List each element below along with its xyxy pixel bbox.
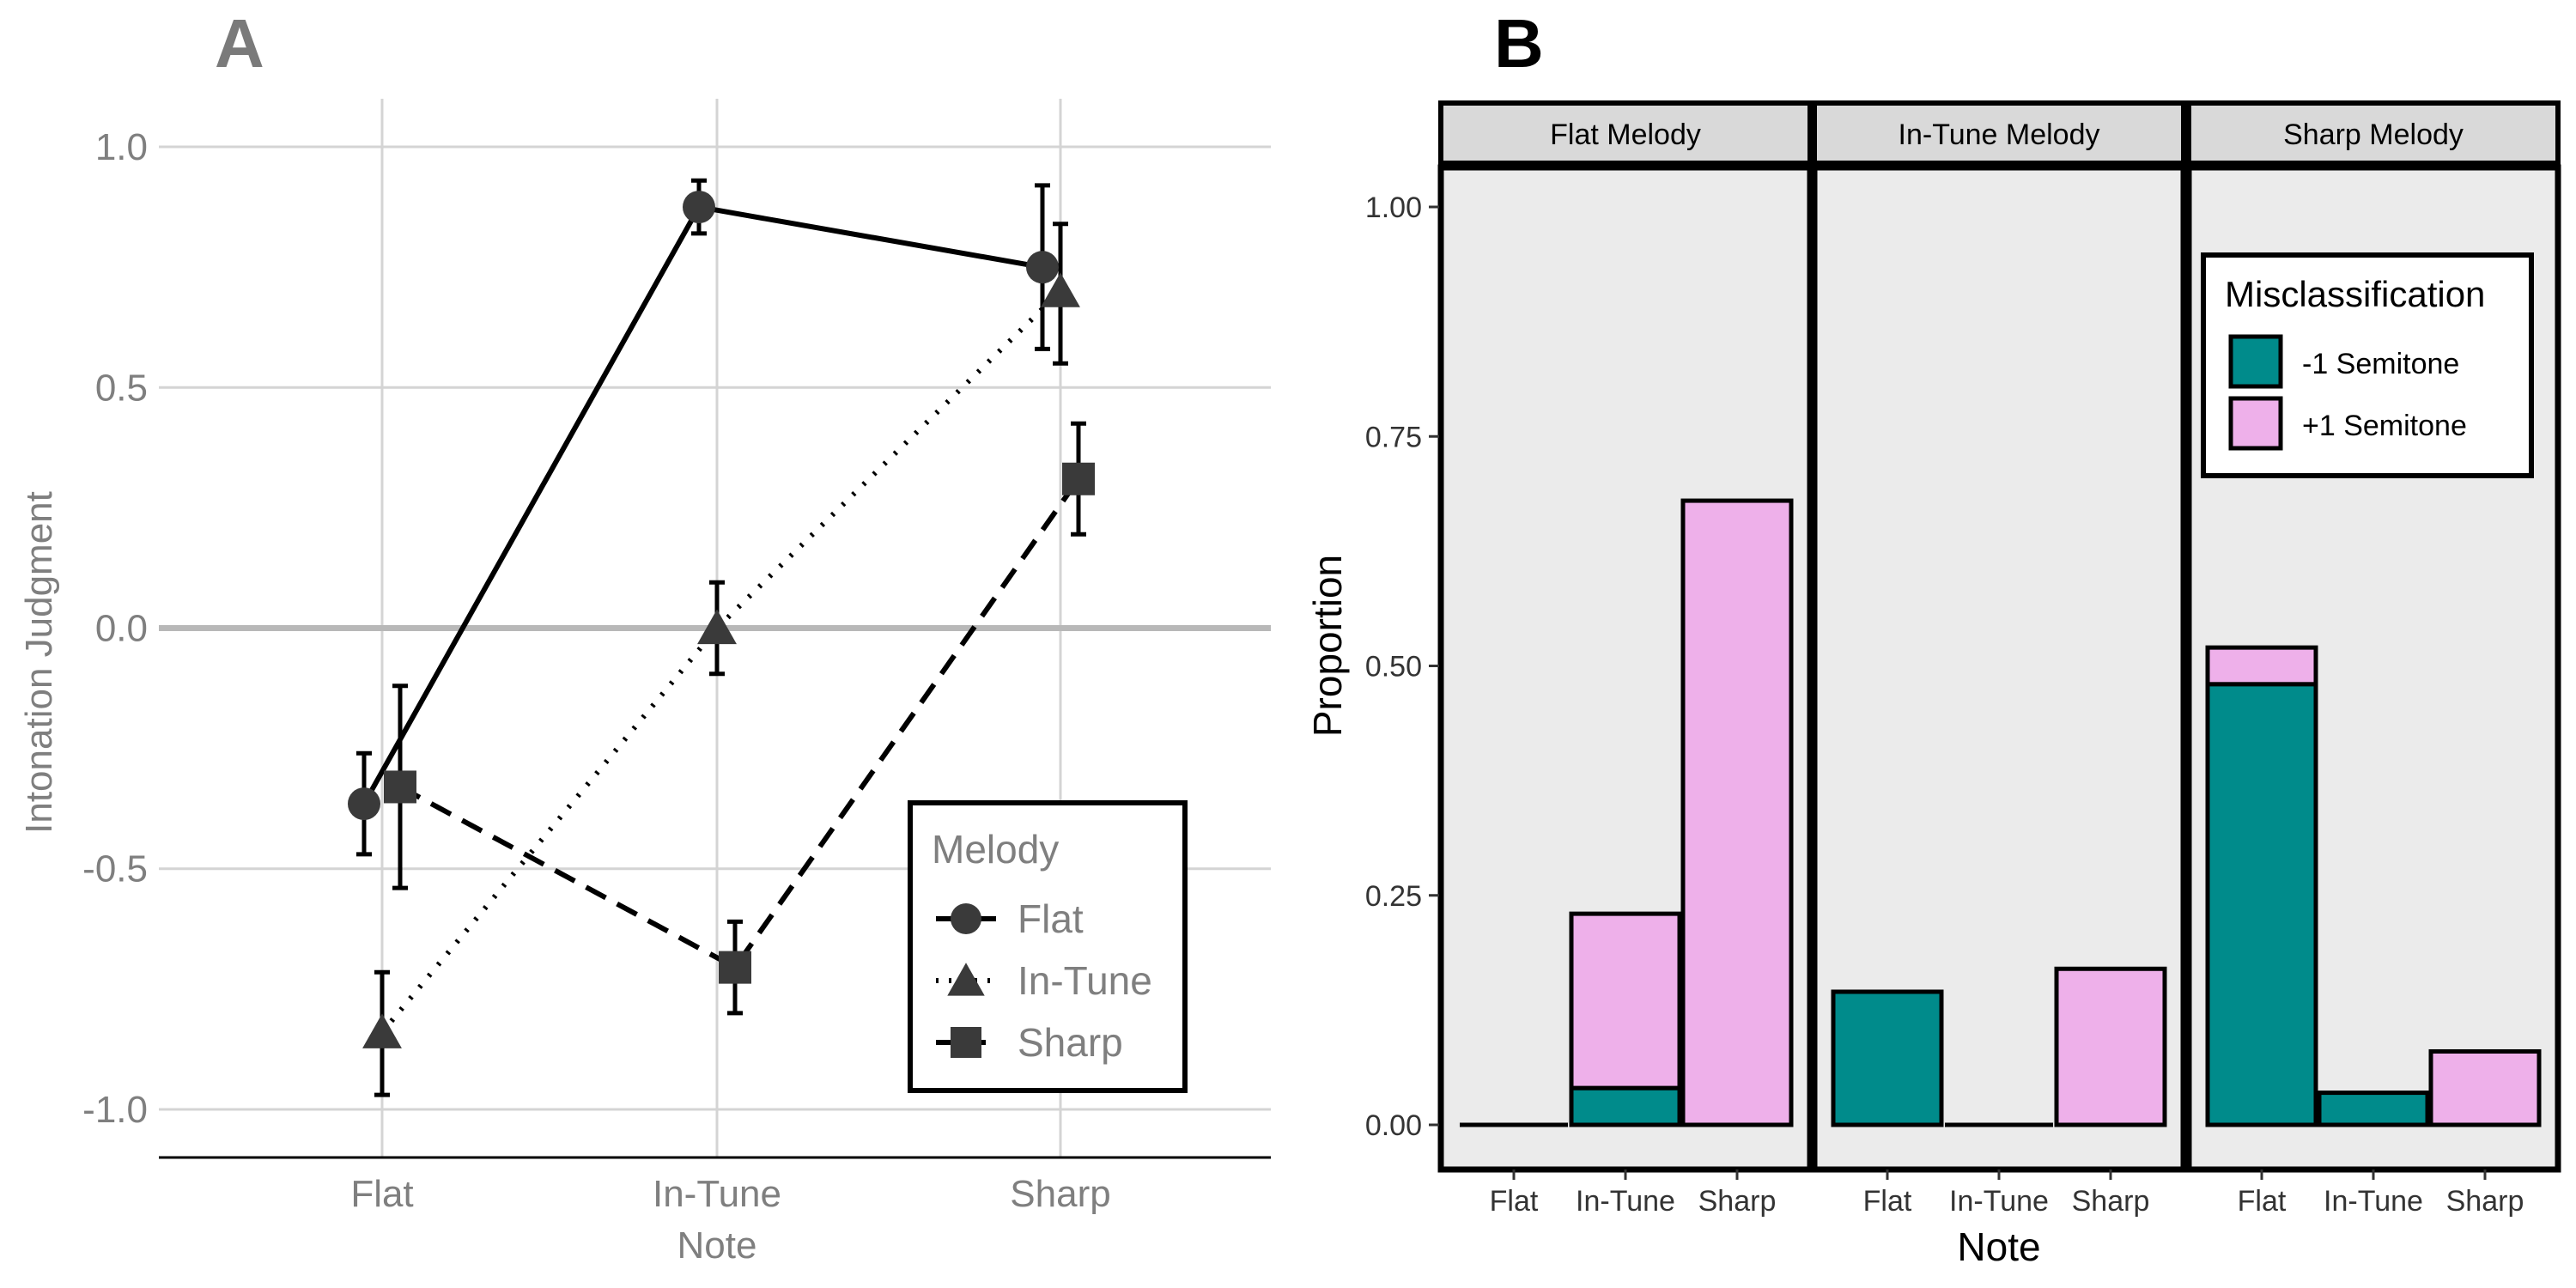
series-line-sharp [398, 477, 1081, 971]
bar-plus1-semitone [2428, 1048, 2542, 1127]
bar-minus1-semitone [1831, 989, 1944, 1127]
bar-plus1-semitone [2205, 645, 2318, 687]
x-tick-label: Flat [2238, 1185, 2287, 1218]
legend-label: -1 Semitone [2302, 348, 2459, 380]
legend-title: Misclassification [2225, 274, 2485, 314]
facet-title: Sharp Melody [2283, 118, 2464, 151]
y-tick-label: -1.0 [82, 1089, 148, 1131]
x-axis-title: Note [1957, 1224, 2040, 1269]
x-tick-label: Flat [1490, 1185, 1539, 1218]
data-point-in-tune [1041, 272, 1080, 307]
panel-label-a: A [215, 5, 264, 82]
bar-plus1-semitone [2054, 966, 2167, 1127]
y-tick-label: 0.50 [1365, 651, 1422, 683]
bar-minus1-semitone [2205, 682, 2318, 1127]
y-tick-label: 1.0 [95, 126, 148, 168]
data-point-in-tune [697, 609, 737, 645]
data-point-sharp [719, 951, 751, 984]
facet-title: In-Tune Melody [1899, 118, 2100, 151]
series-line-flat [361, 204, 1043, 805]
y-tick-label: 0.25 [1365, 880, 1422, 913]
legend-label: Flat [1018, 896, 1084, 941]
bar-minus1-semitone [1569, 1085, 1682, 1127]
legend-key-flat [951, 903, 981, 934]
legend-key-sharp [951, 1027, 981, 1058]
y-axis-title: Proportion [1305, 555, 1350, 737]
x-tick-label: In-Tune [2324, 1185, 2423, 1218]
x-tick-label: Sharp [2072, 1185, 2150, 1218]
bar-plus1-semitone [1680, 498, 1794, 1127]
y-tick-label: -0.5 [82, 848, 148, 890]
x-tick-label: In-Tune [1576, 1185, 1675, 1218]
data-point-flat [683, 191, 715, 224]
legend-label: Sharp [1018, 1020, 1123, 1065]
facet-1: Flat Melody Flat In-Tune Sharp [1437, 100, 1814, 1218]
data-point-flat [1026, 251, 1059, 284]
bar-minus1-semitone [2317, 1091, 2430, 1127]
y-axis-title: Intonation Judgment [18, 491, 60, 834]
y-tick-label: 0.00 [1365, 1109, 1422, 1142]
x-axis-title: Note [677, 1224, 757, 1267]
x-tick-label: Flat [1863, 1185, 1912, 1218]
facet-strip [1812, 100, 2186, 166]
data-point-sharp [384, 770, 416, 804]
legend-label: In-Tune [1018, 958, 1152, 1003]
x-tick-label: Sharp [1010, 1173, 1110, 1215]
legend-label: +1 Semitone [2302, 410, 2467, 442]
facet-strip [1438, 100, 1813, 166]
bar-plus1-semitone [1569, 911, 1682, 1091]
legend-title: Melody [932, 827, 1059, 872]
facet-2: In-Tune Melody Flat In-Tune Sharp [1811, 100, 2187, 1218]
x-tick-label: Flat [350, 1173, 413, 1215]
data-point-flat [348, 787, 380, 821]
data-point-in-tune [362, 1013, 402, 1048]
y-tick-label: 0.5 [95, 367, 148, 409]
x-tick-label: In-Tune [653, 1173, 781, 1215]
x-tick-label: Sharp [1698, 1185, 1777, 1218]
y-tick-label: 1.00 [1365, 191, 1422, 224]
x-tick-label: In-Tune [1949, 1185, 2049, 1218]
panel-label-b: B [1494, 5, 1544, 82]
panel-a: 1.0 0.5 0.0 -0.5 -1.0 Flat In-Tune Sharp Note Int… [18, 5, 1271, 1267]
legend-key-in-tune [947, 963, 985, 996]
x-tick-label: Sharp [2446, 1185, 2524, 1218]
y-tick-label: 0.0 [95, 608, 148, 650]
data-point-sharp [1062, 462, 1095, 495]
facet-strip [2186, 100, 2561, 166]
y-tick-label: 0.75 [1365, 421, 1422, 453]
legend-key [2228, 396, 2283, 451]
facet-title: Flat Melody [1550, 118, 1701, 151]
legend-key [2228, 334, 2283, 389]
